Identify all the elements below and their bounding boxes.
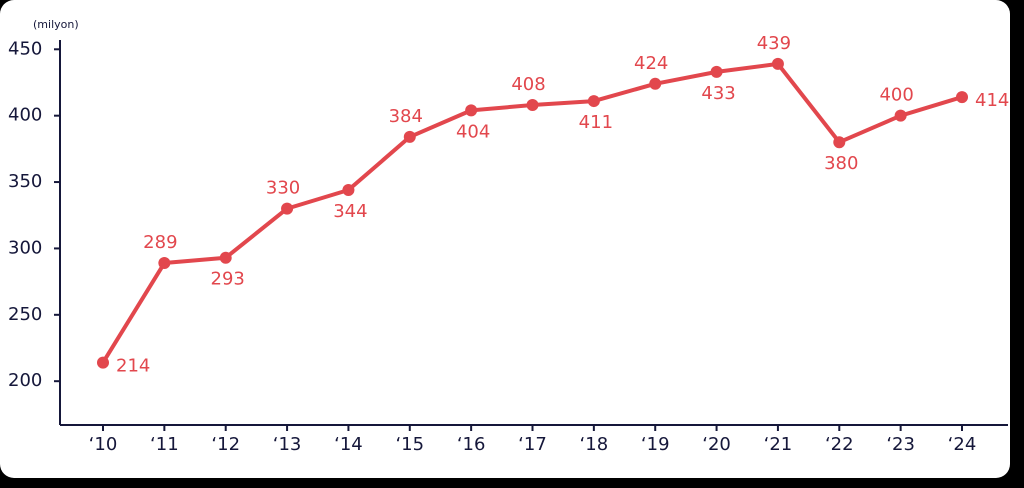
point <box>771 57 784 70</box>
point <box>403 130 416 143</box>
x-tick-label: ‘17 <box>518 434 547 455</box>
x-tick-label: ‘23 <box>886 434 915 455</box>
data-label: 289 <box>143 232 177 253</box>
x-tick-label: ‘10 <box>89 434 118 455</box>
data-label: 424 <box>634 53 668 74</box>
y-tick-label: 250 <box>8 304 42 325</box>
data-label: 433 <box>701 83 735 104</box>
x-tick-label: ‘19 <box>641 434 670 455</box>
data-label: 414 <box>975 90 1009 111</box>
point <box>281 202 294 215</box>
point <box>894 109 907 122</box>
data-label: 400 <box>879 85 913 106</box>
card <box>0 0 1010 478</box>
y-axis-unit: (milyon) <box>33 18 79 31</box>
point <box>587 95 600 108</box>
data-label: 384 <box>389 106 423 127</box>
y-tick-label: 200 <box>8 370 42 391</box>
point <box>342 184 355 197</box>
x-tick-label: ‘18 <box>580 434 609 455</box>
data-label: 330 <box>266 178 300 199</box>
data-label: 344 <box>333 201 367 222</box>
x-tick-label: ‘20 <box>702 434 731 455</box>
x-tick-label: ‘16 <box>457 434 486 455</box>
x-tick-label: ‘15 <box>395 434 424 455</box>
x-tick-label: ‘13 <box>273 434 302 455</box>
data-label: 439 <box>757 33 791 54</box>
data-label: 293 <box>211 269 245 290</box>
x-tick-label: ‘11 <box>150 434 179 455</box>
x-tick-label: ‘21 <box>764 434 793 455</box>
x-tick-label: ‘12 <box>211 434 240 455</box>
point <box>526 99 539 112</box>
point <box>219 251 232 264</box>
y-tick-label: 350 <box>8 171 42 192</box>
data-label: 408 <box>511 74 545 95</box>
data-label: 380 <box>824 153 858 174</box>
point <box>833 136 846 149</box>
data-label: 404 <box>456 121 490 142</box>
x-tick-label: ‘22 <box>825 434 854 455</box>
point <box>97 356 109 369</box>
y-tick-label: 300 <box>8 237 42 258</box>
x-tick-label: ‘24 <box>948 434 977 455</box>
point <box>710 65 723 78</box>
data-label: 214 <box>116 356 150 377</box>
y-tick-label: 450 <box>8 38 42 59</box>
data-label: 411 <box>579 112 613 133</box>
point <box>649 77 662 90</box>
y-tick-label: 400 <box>8 105 42 126</box>
x-tick-label: ‘14 <box>334 434 363 455</box>
point <box>158 257 171 270</box>
point <box>956 91 968 104</box>
point <box>465 104 478 117</box>
